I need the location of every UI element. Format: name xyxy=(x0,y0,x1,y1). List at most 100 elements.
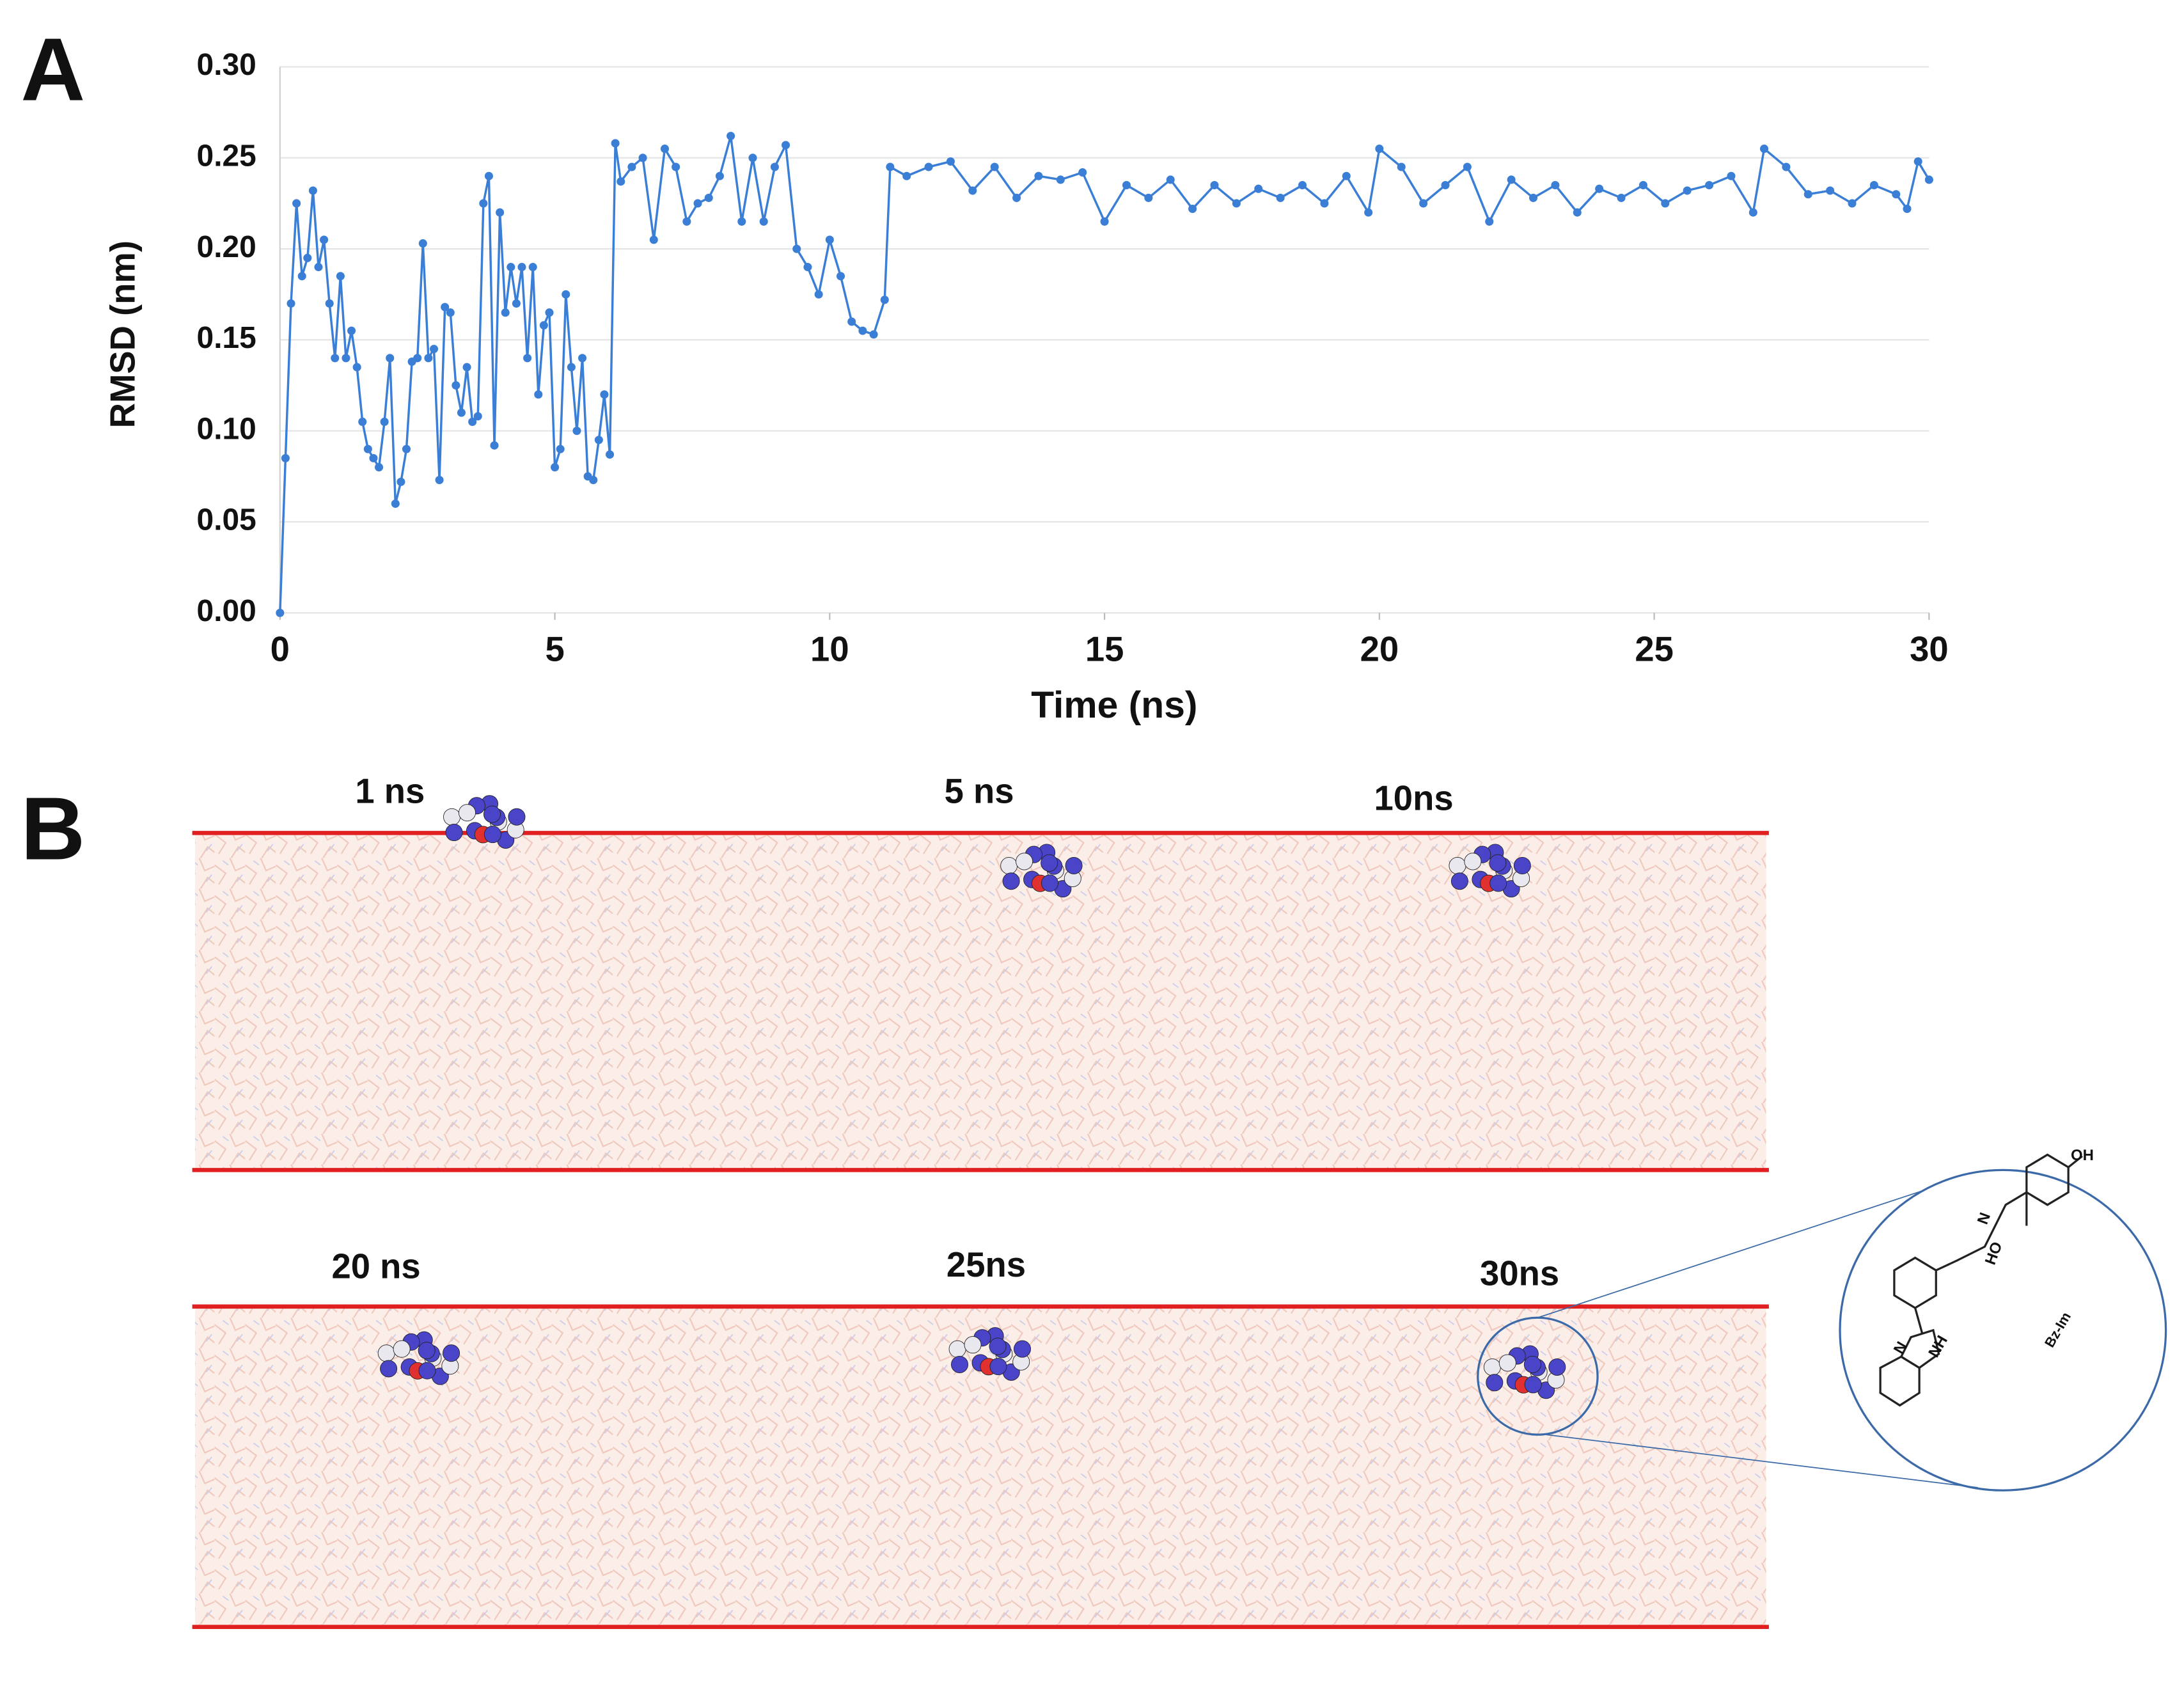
data-point xyxy=(880,295,889,304)
data-point xyxy=(501,308,510,317)
atom xyxy=(1483,1358,1501,1376)
data-point xyxy=(1507,175,1516,184)
data-point xyxy=(660,145,670,153)
atom xyxy=(458,804,476,822)
data-point xyxy=(1848,199,1857,208)
data-point xyxy=(1595,184,1604,193)
data-point xyxy=(1419,199,1428,208)
data-point xyxy=(380,417,389,426)
atom xyxy=(1065,856,1083,874)
atom xyxy=(483,805,501,823)
data-point xyxy=(528,263,537,272)
data-point xyxy=(397,477,405,486)
data-point xyxy=(363,445,372,453)
series-line xyxy=(279,136,1930,613)
atom xyxy=(989,1337,1007,1355)
data-point xyxy=(534,390,543,399)
data-point xyxy=(1056,175,1065,184)
atom xyxy=(1041,854,1058,872)
data-point xyxy=(473,412,482,421)
atom xyxy=(1498,1354,1516,1372)
data-point xyxy=(507,263,515,272)
atom xyxy=(445,824,463,842)
data-point xyxy=(413,354,422,363)
atom xyxy=(948,1340,966,1358)
time-label: 25ns xyxy=(947,1245,1026,1284)
data-point xyxy=(452,381,460,390)
data-point xyxy=(276,608,285,617)
data-point xyxy=(924,162,933,171)
data-point xyxy=(1012,193,1021,202)
data-point xyxy=(1232,199,1241,208)
data-point xyxy=(287,299,295,308)
atom xyxy=(1016,853,1033,870)
atom xyxy=(1489,874,1507,892)
data-point xyxy=(457,408,466,417)
atom-label: N xyxy=(1974,1210,1994,1226)
data-point xyxy=(1298,180,1307,190)
x-tick-label: 30 xyxy=(1910,630,1949,669)
atom xyxy=(483,826,501,844)
data-point xyxy=(672,162,680,171)
data-point xyxy=(803,263,812,272)
data-point xyxy=(418,239,427,248)
data-point xyxy=(1924,175,1933,184)
data-point xyxy=(562,290,570,299)
zoom-callout xyxy=(1477,1169,2167,1491)
data-point xyxy=(770,162,779,171)
data-point xyxy=(523,354,532,363)
atom xyxy=(1014,1340,1032,1358)
panel-label: B xyxy=(21,779,86,879)
y-axis-title: RMSD (nm) xyxy=(103,240,142,428)
data-point xyxy=(1100,217,1109,226)
data-point xyxy=(869,330,878,339)
data-point xyxy=(1210,180,1219,190)
data-point xyxy=(886,162,895,171)
data-point xyxy=(572,427,581,436)
data-point xyxy=(1705,180,1714,190)
ligand xyxy=(1483,1345,1566,1399)
data-point xyxy=(446,308,455,317)
x-tick-label: 0 xyxy=(271,630,290,669)
data-point xyxy=(468,417,477,426)
data-point xyxy=(946,157,955,166)
data-point xyxy=(1782,162,1791,171)
atom xyxy=(443,1344,460,1362)
data-point xyxy=(968,186,977,195)
data-point xyxy=(617,177,625,186)
y-tick-label: 0.20 xyxy=(197,230,256,264)
data-point xyxy=(1276,193,1285,202)
data-point xyxy=(1254,184,1263,193)
data-point xyxy=(402,445,411,453)
data-point xyxy=(545,308,554,317)
atom xyxy=(1450,872,1468,890)
data-point xyxy=(490,441,499,450)
data-point xyxy=(484,171,493,180)
data-point xyxy=(627,162,636,171)
data-point xyxy=(1375,145,1384,153)
ligand xyxy=(1449,844,1531,898)
data-point xyxy=(594,436,603,445)
atom xyxy=(1449,857,1466,875)
data-point xyxy=(1188,204,1197,214)
x-tick-label: 25 xyxy=(1635,630,1674,669)
data-point xyxy=(792,244,801,253)
data-point xyxy=(303,253,312,262)
data-point xyxy=(1364,208,1373,217)
data-point xyxy=(358,417,367,426)
time-label: 5 ns xyxy=(945,772,1014,811)
data-point xyxy=(441,303,450,311)
data-point xyxy=(297,272,306,281)
data-point xyxy=(1826,186,1835,195)
data-point xyxy=(638,153,647,162)
data-point xyxy=(836,272,845,281)
atom xyxy=(443,808,461,826)
data-point xyxy=(693,199,702,208)
data-point xyxy=(682,217,691,226)
y-tick-label: 0.30 xyxy=(197,48,256,82)
atom xyxy=(1513,856,1531,874)
data-point xyxy=(331,354,340,363)
data-point xyxy=(369,453,378,462)
data-point xyxy=(858,326,867,335)
